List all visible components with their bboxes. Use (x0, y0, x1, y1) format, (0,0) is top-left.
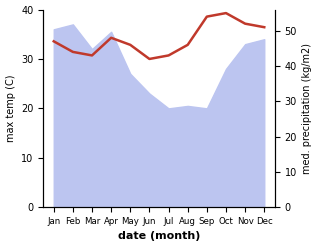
Y-axis label: max temp (C): max temp (C) (5, 75, 16, 142)
X-axis label: date (month): date (month) (118, 231, 200, 242)
Y-axis label: med. precipitation (kg/m2): med. precipitation (kg/m2) (302, 43, 313, 174)
